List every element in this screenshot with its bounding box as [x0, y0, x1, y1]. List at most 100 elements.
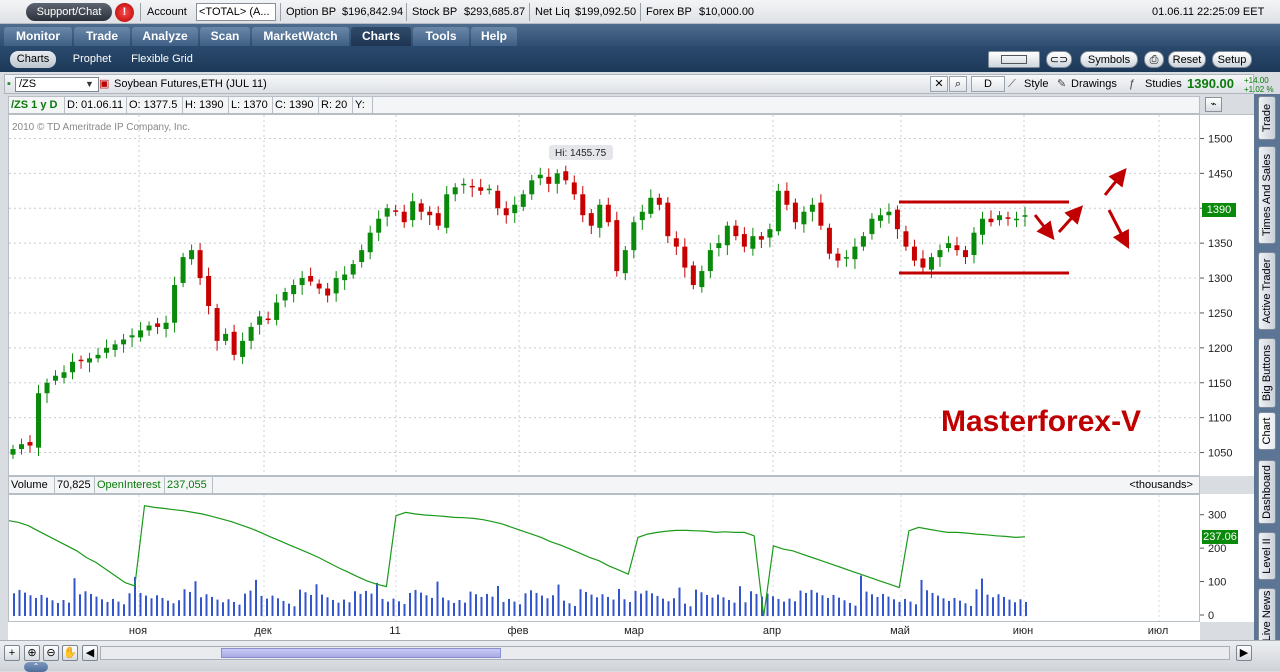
tab-tools[interactable]: Tools: [413, 27, 469, 46]
scroll-right-icon[interactable]: ▶: [1236, 645, 1252, 661]
side-gadgets-panel: Trade Times And Sales Active Trader Big …: [1254, 94, 1280, 646]
time-axis: ноя дек 11 фев мар апр май июн июл: [8, 622, 1200, 640]
volume-bar: [926, 590, 928, 616]
crosshair-icon[interactable]: +: [4, 645, 20, 661]
reset-button[interactable]: Reset: [1168, 51, 1206, 68]
subtab-charts[interactable]: Charts: [10, 51, 56, 68]
scrollbar-thumb[interactable]: [221, 648, 501, 658]
volume-bar: [376, 582, 378, 616]
tab-marketwatch[interactable]: MarketWatch: [252, 27, 349, 46]
volume-bar: [13, 593, 15, 616]
tab-analyze[interactable]: Analyze: [132, 27, 198, 46]
side-tab-trade[interactable]: Trade: [1258, 96, 1276, 140]
open-interest-line: [9, 504, 1026, 617]
price-tick-label: 1450: [1208, 168, 1232, 180]
side-tab-dashboard[interactable]: Dashboard: [1258, 460, 1276, 524]
volume-bar: [596, 597, 598, 616]
volume-bar: [425, 595, 428, 616]
volume-bar: [266, 598, 268, 616]
link-icon[interactable]: ⊂⊃: [1046, 51, 1072, 68]
layout-grid-icon: [1001, 55, 1027, 64]
subtab-prophet[interactable]: Prophet: [72, 53, 112, 65]
candle-body: [87, 358, 93, 363]
alert-icon[interactable]: !: [115, 3, 134, 22]
volume-bar: [981, 578, 983, 616]
expand-icon[interactable]: ⌃: [24, 662, 48, 672]
volume-bar: [29, 595, 32, 616]
studies-button[interactable]: Studies: [1145, 78, 1182, 90]
candle-body: [792, 202, 798, 223]
tab-charts[interactable]: Charts: [351, 27, 411, 46]
volume-bar: [62, 599, 65, 616]
crosshair-tool-icon[interactable]: ✕: [930, 76, 948, 92]
account-selector[interactable]: <TOTAL> (A...: [196, 3, 276, 21]
units-label: <thousands>: [1129, 479, 1193, 491]
symbol-dropdown-icon[interactable]: ▼: [85, 79, 94, 89]
candle-body: [648, 197, 654, 214]
aggregation-label[interactable]: /ZS 1 y D: [9, 97, 65, 113]
candle-body: [750, 236, 756, 249]
zoom-in-icon[interactable]: ⊕: [24, 645, 40, 661]
side-tab-active-trader[interactable]: Active Trader: [1258, 252, 1276, 330]
drawings-button[interactable]: Drawings: [1071, 78, 1117, 90]
volume-chart[interactable]: [8, 494, 1200, 622]
candle-body: [784, 190, 790, 205]
symbols-button[interactable]: Symbols: [1080, 51, 1138, 68]
tab-trade[interactable]: Trade: [74, 27, 130, 46]
candle-body: [401, 211, 407, 223]
symbol-input[interactable]: /ZS: [15, 77, 99, 92]
setup-button[interactable]: Setup: [1212, 51, 1252, 68]
side-tab-chart[interactable]: Chart: [1258, 412, 1276, 450]
scroll-left-icon[interactable]: ◀: [82, 645, 98, 661]
volume-bar: [1003, 596, 1005, 616]
chart-bottom-bar: + ⊕ ⊖ ✋ ◀ ▶ ⌃: [0, 640, 1280, 672]
volume-bar: [585, 591, 587, 616]
volume-bar: [1014, 602, 1016, 616]
volume-bar: [843, 600, 846, 616]
volume-bar: [607, 596, 609, 616]
support-chat-button[interactable]: Support/Chat: [26, 3, 112, 21]
candle-body: [979, 218, 985, 235]
volume-bar: [167, 600, 169, 616]
volume-bar: [821, 595, 824, 616]
price-chart[interactable]: 2010 © TD Ameritrade IP Company, Inc. Hi…: [8, 114, 1200, 476]
side-tab-label: Big Buttons: [1261, 344, 1273, 402]
volume-bar: [315, 584, 318, 616]
candle-body: [529, 180, 535, 195]
candle-body: [359, 250, 365, 262]
candle-body: [673, 238, 679, 247]
volume-bar: [689, 606, 692, 616]
zoom-tool-icon[interactable]: ⌕: [949, 76, 967, 92]
volume-bar: [997, 594, 1000, 616]
tab-monitor[interactable]: Monitor: [4, 27, 72, 46]
side-tab-live-news[interactable]: Live News: [1258, 588, 1276, 644]
side-tab-big-buttons[interactable]: Big Buttons: [1258, 338, 1276, 408]
volume-bar: [623, 599, 626, 616]
volume-bar: [277, 598, 279, 616]
time-scrollbar[interactable]: [100, 646, 1230, 660]
chart-type-icon[interactable]: ⌁: [1205, 97, 1222, 112]
style-button[interactable]: Style: [1024, 78, 1049, 90]
zoom-out-icon[interactable]: ⊖: [43, 645, 59, 661]
volume-bar: [381, 598, 384, 616]
subtab-flexible-grid[interactable]: Flexible Grid: [131, 53, 193, 65]
volume-bar: [216, 599, 219, 616]
side-tab-level-ii[interactable]: Level II: [1258, 532, 1276, 580]
print-icon[interactable]: ⎙: [1144, 51, 1164, 68]
volume-bar: [860, 575, 862, 616]
side-tab-times-and-sales[interactable]: Times And Sales: [1258, 146, 1276, 244]
candle-body: [835, 253, 841, 261]
chart-link-icon[interactable]: ▪: [7, 78, 11, 90]
volume-bar: [832, 594, 835, 616]
period-selector[interactable]: D: [971, 76, 1005, 92]
pan-hand-icon[interactable]: ✋: [62, 645, 78, 661]
volume-bar: [326, 597, 329, 616]
account-label: Account: [147, 6, 187, 18]
tab-scan[interactable]: Scan: [200, 27, 250, 46]
layout-selector[interactable]: [988, 51, 1040, 68]
candle-body: [384, 208, 390, 217]
candle-body: [299, 278, 305, 286]
tab-help[interactable]: Help: [471, 27, 517, 46]
volume-bar: [898, 601, 901, 616]
candle-body: [478, 187, 484, 191]
